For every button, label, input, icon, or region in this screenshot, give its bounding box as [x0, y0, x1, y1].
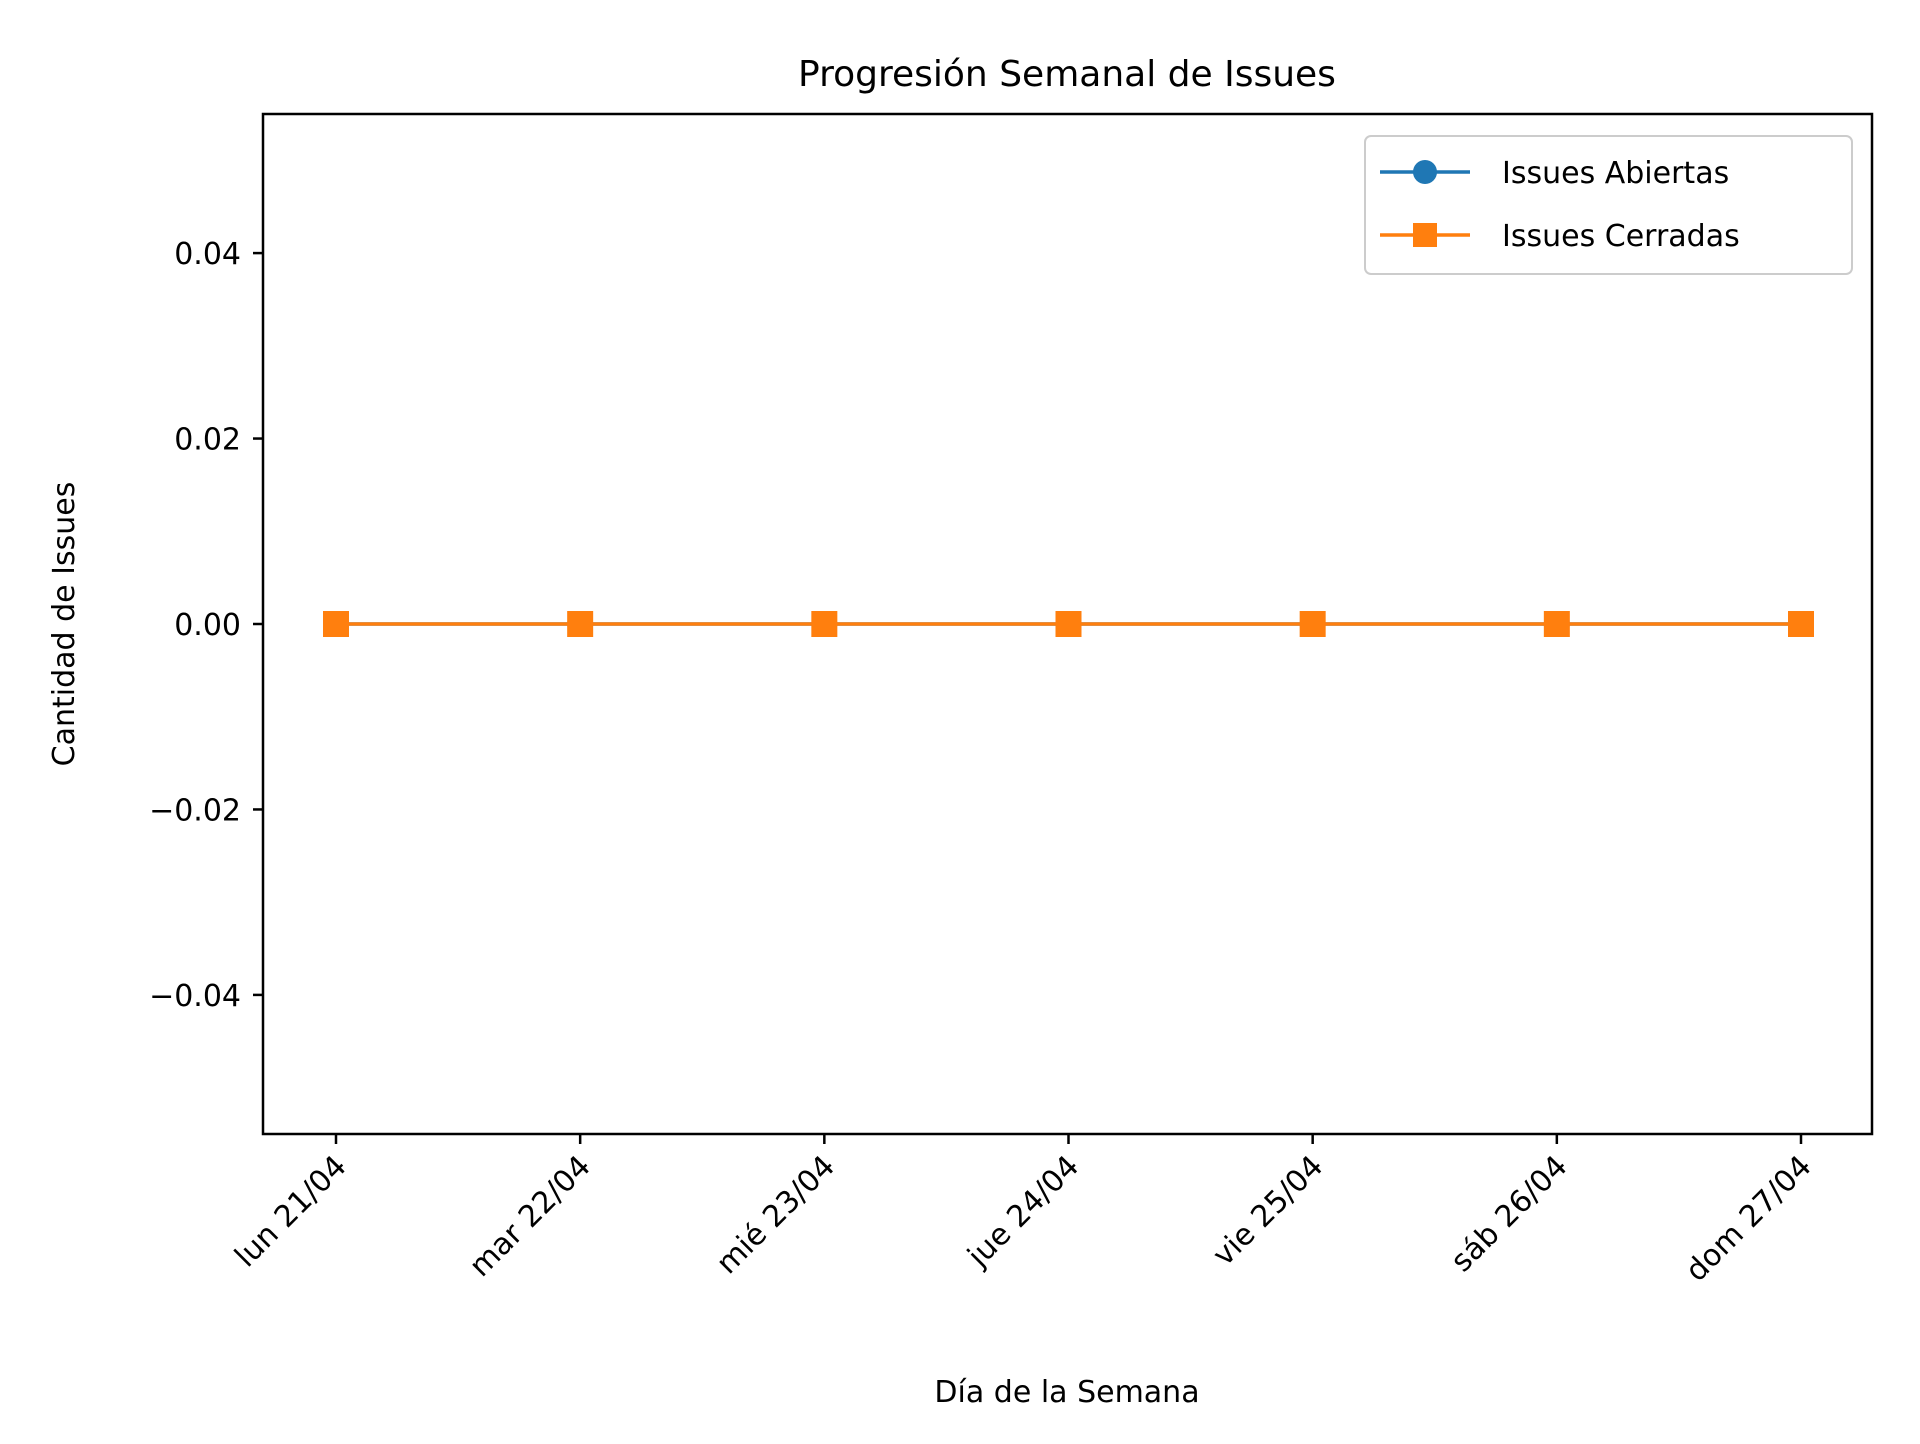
plot-area-frame [261, 112, 1874, 1136]
y-tick-label: −0.02 [149, 793, 241, 828]
chart-title: Progresión Semanal de Issues [798, 54, 1336, 95]
x-axis-label: Día de la Semana [934, 1375, 1199, 1410]
legend-entry-issues-cerradas: Issues Cerradas [1380, 219, 1740, 254]
data-point-square [811, 611, 838, 637]
legend-swatch-square-marker [1413, 223, 1437, 247]
series-issues-cerradas [323, 611, 1814, 637]
data-point-square [567, 611, 594, 637]
data-point-square [1543, 611, 1570, 637]
y-axis-label: Cantidad de Issues [47, 482, 82, 767]
legend-swatch-circle-marker [1413, 160, 1437, 184]
legend-box [1364, 135, 1853, 275]
y-tick-label: 0.04 [174, 237, 241, 272]
legend-label: Issues Abiertas [1502, 156, 1729, 191]
legend-entry-issues-abiertas: Issues Abiertas [1380, 156, 1729, 191]
y-tick-label: 0.00 [174, 608, 241, 643]
legend: Issues Abiertas Issues Cerradas [1364, 135, 1853, 275]
y-tick-label: −0.04 [149, 979, 241, 1014]
data-point-square [1299, 611, 1326, 637]
data-point-square [1055, 611, 1082, 637]
data-point-square [1788, 611, 1814, 637]
y-tick-label: 0.02 [174, 423, 241, 458]
series-layer [323, 611, 1814, 637]
legend-label: Issues Cerradas [1502, 219, 1740, 254]
data-point-square [323, 611, 349, 637]
